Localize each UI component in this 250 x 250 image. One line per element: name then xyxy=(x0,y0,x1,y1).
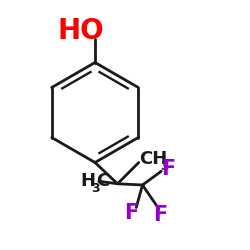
Text: 3: 3 xyxy=(91,182,100,195)
Text: H: H xyxy=(80,172,95,190)
Text: C: C xyxy=(96,172,109,190)
Text: F: F xyxy=(161,159,175,179)
Text: F: F xyxy=(124,203,138,223)
Text: 3: 3 xyxy=(160,160,168,173)
Text: HO: HO xyxy=(58,17,104,45)
Text: F: F xyxy=(153,205,167,225)
Text: CH: CH xyxy=(140,150,168,168)
